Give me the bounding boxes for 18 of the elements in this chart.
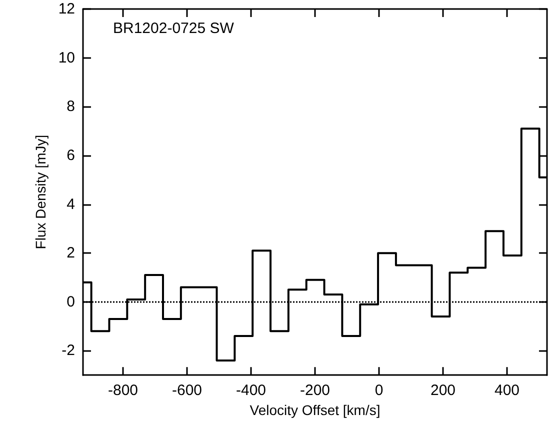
y-tick-label: 10 — [58, 49, 75, 66]
x-tick-label: 200 — [430, 382, 456, 400]
y-tick-label: 8 — [66, 98, 75, 116]
y-tick-label: -2 — [62, 342, 75, 360]
x-tick-label: -200 — [300, 382, 330, 400]
y-tick-label: 6 — [66, 146, 75, 164]
text: BR1202-0725 SW — [113, 20, 235, 37]
x-tick-label: 0 — [374, 382, 384, 400]
x-tick-label: 400 — [494, 382, 520, 400]
y-tick-label: 4 — [66, 196, 75, 213]
x-axis-title: Velocity Offset [km/s] — [250, 402, 380, 418]
x-tick-label: -800 — [108, 382, 138, 400]
y-tick-label: 12 — [58, 0, 75, 18]
y-tick-label: 0 — [66, 293, 75, 310]
x-tick-label: -400 — [236, 382, 266, 400]
y-tick-label: 2 — [66, 244, 75, 262]
y-axis-title: Flux Density [mJy] — [32, 134, 48, 250]
x-tick-label: -600 — [172, 382, 202, 400]
